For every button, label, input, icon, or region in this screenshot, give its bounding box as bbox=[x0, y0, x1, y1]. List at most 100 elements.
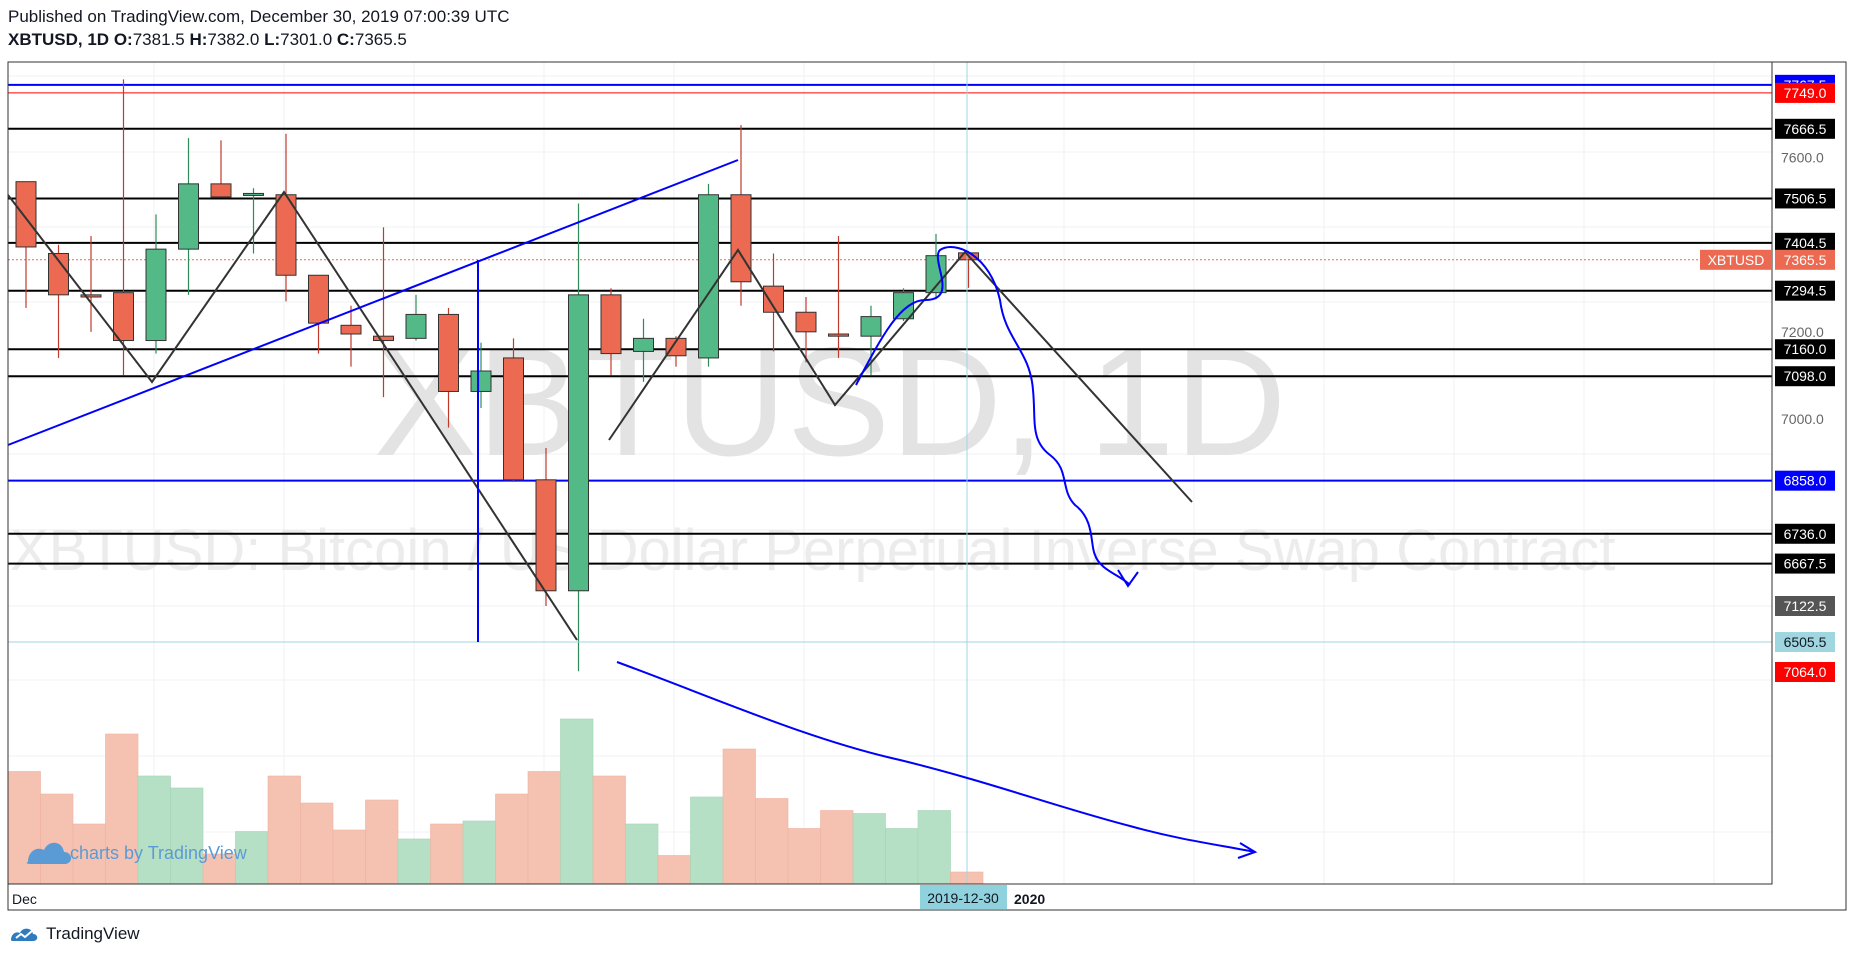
volume-bar bbox=[137, 775, 171, 885]
level-7294.5-badge bbox=[1775, 280, 1835, 301]
volume-bar bbox=[332, 829, 366, 885]
level-7098.0-badge bbox=[1775, 366, 1835, 387]
volume-bar bbox=[690, 796, 724, 885]
close-value: 7365.5 bbox=[354, 30, 407, 49]
level-6667.5-badge bbox=[1775, 553, 1835, 574]
level-7160.0-badge bbox=[1775, 339, 1835, 360]
candle-body bbox=[373, 335, 394, 342]
volume-bar bbox=[755, 798, 789, 885]
level-7404.5-label: 7404.5 bbox=[1784, 235, 1827, 251]
volume-bar bbox=[365, 799, 399, 885]
candle-body bbox=[113, 292, 134, 342]
candle-body bbox=[665, 337, 687, 357]
volume-bar bbox=[885, 828, 919, 885]
volume-bar bbox=[72, 823, 106, 885]
level-6858.0-badge bbox=[1775, 470, 1835, 491]
candle-body bbox=[15, 181, 37, 248]
symbol-badge bbox=[1700, 249, 1772, 270]
symbol-badge-label: XBTUSD bbox=[1708, 252, 1765, 268]
crosshair-price-label: 6505.5 bbox=[1784, 634, 1827, 650]
candle-body bbox=[860, 316, 882, 337]
volume-bar bbox=[917, 810, 951, 885]
candle-body bbox=[243, 192, 264, 196]
candle-body bbox=[145, 248, 167, 342]
crosshair-price-badge bbox=[1775, 632, 1835, 652]
arrow-head-1 bbox=[1117, 569, 1139, 588]
tradingview-footer-label: TradingView bbox=[46, 924, 140, 943]
level-7749.0-label: 7749.0 bbox=[1784, 85, 1827, 101]
candle-body bbox=[795, 311, 817, 333]
volume-bar bbox=[462, 820, 496, 885]
last-price-label: 7365.5 bbox=[1784, 252, 1827, 268]
x-tick-crosshair-date: 2019-12-30 bbox=[927, 890, 999, 906]
candle-body bbox=[503, 357, 524, 481]
charts-by-tradingview[interactable]: charts by TradingView bbox=[26, 842, 248, 864]
candle-body bbox=[178, 183, 199, 250]
candle-body bbox=[600, 294, 622, 355]
close-label: C: bbox=[336, 30, 355, 49]
tradingview-footer[interactable]: TradingView bbox=[8, 924, 140, 944]
candles bbox=[15, 79, 979, 672]
level-7666.5-badge bbox=[1775, 118, 1835, 139]
low-label: L: bbox=[264, 30, 281, 49]
volume-bar bbox=[560, 718, 594, 885]
volume-bar bbox=[852, 813, 886, 885]
candle-body bbox=[763, 285, 784, 313]
candle-body bbox=[438, 313, 459, 392]
x-tick-dec: Dec bbox=[12, 891, 37, 907]
candle-body bbox=[210, 183, 232, 198]
open-value: 7381.5 bbox=[132, 30, 185, 49]
candle-body bbox=[893, 292, 914, 320]
arrow-head-2 bbox=[1237, 842, 1258, 859]
volume-bar bbox=[397, 838, 431, 885]
published-caption: Published on TradingView.com, December 3… bbox=[8, 7, 510, 26]
level-6736.0-label: 6736.0 bbox=[1784, 526, 1827, 542]
level-7506.5-label: 7506.5 bbox=[1784, 190, 1827, 206]
horizontal-levels bbox=[8, 83, 1772, 565]
volume-bar bbox=[787, 828, 821, 885]
x-tick-2020: 2020 bbox=[1014, 891, 1045, 907]
level-6736.0-badge bbox=[1775, 523, 1835, 544]
outer-border bbox=[7, 61, 1847, 911]
blue-freehand-projection bbox=[855, 246, 1131, 586]
price-axis: 7767.57749.07666.57506.57404.57294.57160… bbox=[1700, 74, 1835, 682]
charts-by-label: charts by TradingView bbox=[70, 843, 248, 863]
level-6667.5-label: 6667.5 bbox=[1784, 556, 1827, 572]
level-6858.0-label: 6858.0 bbox=[1784, 473, 1827, 489]
candle-body bbox=[730, 194, 752, 283]
volume-bar bbox=[495, 793, 529, 885]
volume-bar bbox=[625, 823, 659, 885]
red-marker-badge bbox=[1775, 662, 1835, 682]
candle-body bbox=[698, 194, 719, 359]
gray-marker-badge bbox=[1775, 596, 1835, 616]
volume-bar bbox=[657, 855, 691, 885]
level-7506.5-badge bbox=[1775, 188, 1835, 209]
candle-body bbox=[633, 337, 654, 352]
high-value: 7382.0 bbox=[207, 30, 260, 49]
volume-bars bbox=[7, 718, 984, 885]
level-7160.0-label: 7160.0 bbox=[1784, 341, 1827, 357]
volume-bar bbox=[235, 831, 269, 885]
ohlc-legend: XBTUSD, 1D O:7381.5 H:7382.0 L:7301.0 C:… bbox=[8, 30, 407, 50]
red-marker-label: 7064.0 bbox=[1784, 664, 1827, 680]
candle-body bbox=[470, 370, 492, 392]
volume-bar bbox=[430, 823, 464, 885]
watermark-symbol: XBTUSD, 1D bbox=[374, 315, 1287, 488]
volume-bar bbox=[7, 771, 41, 885]
tradingview-logo-icon bbox=[11, 928, 38, 941]
candle-body bbox=[535, 479, 557, 592]
volume-bar bbox=[722, 748, 756, 885]
crosshair-date-badge bbox=[920, 885, 1007, 909]
blue-curve-projection bbox=[616, 661, 1256, 853]
open-label: O: bbox=[113, 30, 133, 49]
price-tick: 7200.0 bbox=[1781, 324, 1824, 340]
symbol-label: XBTUSD, 1D bbox=[8, 30, 110, 49]
tradingview-cloud-icon bbox=[26, 842, 72, 864]
volume-bar bbox=[820, 810, 854, 885]
watermark: XBTUSD, 1D XBTUSD: Bitcoin / US Dollar P… bbox=[10, 315, 1615, 583]
volume-bar bbox=[40, 793, 74, 885]
volume-bar bbox=[202, 853, 236, 885]
zigzag-line bbox=[7, 190, 578, 641]
candle-body bbox=[80, 294, 102, 298]
